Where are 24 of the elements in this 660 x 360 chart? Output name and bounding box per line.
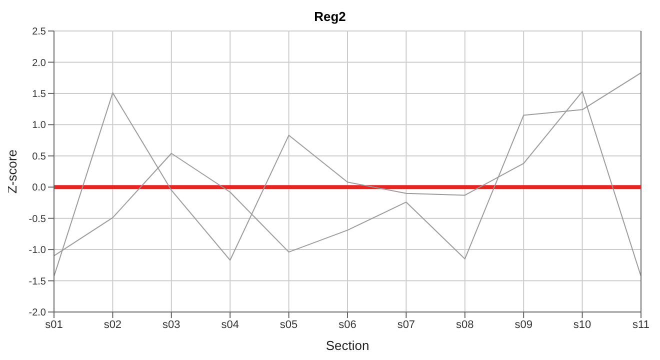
x-tick-label: s06 [338, 318, 356, 331]
y-tick-label: 2.5 [32, 26, 46, 38]
chart-title: Reg2 [313, 8, 347, 26]
y-tick-label: 1.5 [32, 88, 46, 100]
y-tick-label: -1.0 [28, 245, 46, 256]
y-tick-label: -2.0 [28, 308, 46, 319]
x-tick-label: s08 [456, 318, 474, 331]
x-tick-label: s07 [397, 318, 416, 331]
x-tick-label: s03 [162, 318, 180, 331]
x-tick-label: s01 [45, 318, 63, 331]
x-tick-label: s04 [221, 318, 239, 331]
y-tick-label: 0.0 [32, 182, 46, 194]
y-tick-label: 0.5 [32, 151, 46, 162]
x-tick-label: s05 [280, 318, 298, 331]
x-tick-label: s09 [514, 318, 532, 331]
y-tick-label: 2.0 [32, 58, 46, 69]
y-tick-label: -1.5 [28, 276, 46, 288]
x-axis-title: Section [326, 338, 370, 353]
x-tick-label: s10 [573, 318, 592, 331]
y-tick-label: 1.0 [32, 120, 46, 132]
x-tick-label: s02 [104, 318, 122, 331]
y-axis-title: Z-score [4, 149, 20, 194]
y-tick-label: -0.5 [28, 214, 46, 225]
x-tick-label: s11 [632, 318, 650, 331]
